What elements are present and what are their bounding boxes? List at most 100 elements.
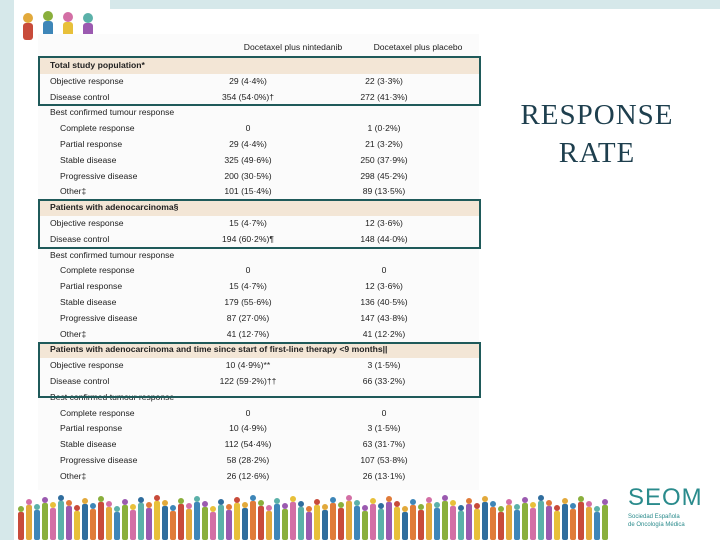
- table-row: Stable disease 179 (55·6%) 136 (40·5%): [38, 295, 479, 311]
- cell-nintedanib: 0: [245, 407, 251, 418]
- table-row: Partial response 15 (4·7%) 12 (3·6%): [38, 279, 479, 295]
- cell-nintedanib: 15 (4·7%): [229, 218, 267, 228]
- row-label: Partial response: [60, 423, 123, 434]
- cell-nintedanib: 41 (12·7%): [226, 328, 270, 339]
- table-row: Disease control 354 (54·0%)† 272 (41·3%): [38, 90, 479, 106]
- table-row: Complete response 0 0: [38, 263, 479, 279]
- row-label: Other‡: [60, 470, 87, 481]
- slide-title: RESPONSE RATE: [492, 96, 702, 172]
- row-label: Stable disease: [60, 154, 117, 165]
- row-label: Disease control: [50, 91, 110, 102]
- cell-placebo: 250 (37·9%): [360, 154, 408, 165]
- cell-placebo: 63 (31·7%): [362, 439, 406, 450]
- row-label: Progressive disease: [60, 455, 138, 465]
- table-row: Best confirmed tumour response: [38, 105, 479, 121]
- cell-nintedanib: 87 (27·0%): [226, 312, 270, 323]
- table-row: Best confirmed tumour response: [38, 248, 479, 264]
- row-label: Patients with adenocarcinoma§: [50, 202, 179, 213]
- cell-placebo: 0: [381, 407, 387, 418]
- section-row: Patients with adenocarcinoma§: [38, 200, 479, 216]
- table-row: Complete response 0 1 (0·2%): [38, 121, 479, 137]
- row-label: Other‡: [60, 328, 87, 339]
- cell-placebo: 148 (44·0%): [360, 233, 408, 244]
- row-label: Disease control: [50, 376, 110, 386]
- top-decor-stripe: [110, 0, 720, 9]
- cell-nintedanib: 10 (4·9%): [229, 423, 267, 434]
- cell-nintedanib: 179 (55·6%): [224, 297, 272, 307]
- cell-placebo: 41 (12·2%): [362, 328, 406, 339]
- table-row: Objective response 29 (4·4%) 22 (3·3%): [38, 74, 479, 90]
- cell-nintedanib: 122 (59·2%)††: [219, 376, 277, 386]
- row-label: Partial response: [60, 281, 123, 292]
- cell-nintedanib: 10 (4·9%)**: [225, 360, 271, 371]
- cell-nintedanib: 29 (4·4%): [229, 75, 267, 86]
- seom-logo: SEOM Sociedad Española de Oncología Médi…: [626, 484, 716, 540]
- cell-nintedanib: 0: [245, 123, 251, 134]
- slide-title-line2: RATE: [558, 137, 636, 169]
- column-header-placebo: Docetaxel plus placebo: [373, 42, 463, 52]
- row-label: Partial response: [60, 139, 123, 149]
- cell-nintedanib: 200 (30·5%): [224, 170, 272, 181]
- row-label: Patients with adenocarcinoma and time si…: [50, 344, 388, 355]
- table-row: Progressive disease 58 (28·2%) 107 (53·8%): [38, 453, 479, 469]
- cell-nintedanib: 58 (28·2%): [226, 455, 270, 465]
- cell-placebo: 66 (33·2%): [362, 376, 406, 386]
- row-label: Objective response: [50, 75, 124, 86]
- highlight-box-adeno-first-line: [38, 342, 481, 398]
- cell-placebo: 22 (3·3%): [365, 75, 403, 86]
- cell-placebo: 107 (53·8%): [360, 455, 408, 465]
- row-label: Complete response: [60, 407, 135, 418]
- cell-placebo: 272 (41·3%): [360, 91, 408, 102]
- row-label: Best confirmed tumour response: [50, 249, 175, 260]
- row-label: Stable disease: [60, 439, 117, 450]
- table-row: Partial response 10 (4·9%) 3 (1·5%): [38, 421, 479, 437]
- section-row: Patients with adenocarcinoma and time si…: [38, 342, 479, 359]
- row-label: Complete response: [60, 265, 135, 276]
- row-label: Complete response: [60, 123, 135, 134]
- cell-nintedanib: 15 (4·7%): [229, 281, 267, 292]
- cell-placebo: 26 (13·1%): [362, 470, 406, 481]
- slide-title-line1: RESPONSE: [520, 99, 674, 131]
- cell-placebo: 0: [381, 265, 387, 276]
- table-row: Other‡ 41 (12·7%) 41 (12·2%): [38, 327, 479, 343]
- seom-logo-word: SEOM: [628, 484, 703, 511]
- table-row: Disease control 122 (59·2%)†† 66 (33·2%): [38, 374, 479, 390]
- section-row: Total study population*: [38, 58, 479, 74]
- table-row: Objective response 15 (4·7%) 12 (3·6%): [38, 216, 479, 232]
- response-table: Docetaxel plus nintedanib Docetaxel plus…: [38, 34, 479, 490]
- cell-placebo: 21 (3·2%): [365, 139, 403, 149]
- table-row: Stable disease 325 (49·6%) 250 (37·9%): [38, 153, 479, 169]
- cell-placebo: 147 (43·8%): [360, 312, 408, 323]
- row-label: Objective response: [50, 360, 124, 371]
- column-header-nintedanib: Docetaxel plus nintedanib: [243, 42, 343, 52]
- people-banner-icon: [18, 495, 608, 540]
- cell-nintedanib: 325 (49·6%): [224, 154, 272, 165]
- row-label: Stable disease: [60, 297, 117, 307]
- table-row: Complete response 0 0: [38, 406, 479, 422]
- table-row: Progressive disease 200 (30·5%) 298 (45·2%…: [38, 169, 479, 185]
- row-label: Disease control: [50, 233, 110, 244]
- cell-placebo: 3 (1·5%): [367, 360, 401, 371]
- row-label: Other‡: [60, 186, 87, 197]
- seom-logo-line1: Sociedad Española: [628, 514, 680, 520]
- highlight-box-total: [38, 56, 481, 106]
- row-label: Progressive disease: [60, 312, 138, 323]
- row-label: Objective response: [50, 218, 124, 228]
- cell-nintedanib: 29 (4·4%): [229, 139, 267, 149]
- table-row: Stable disease 112 (54·4%) 63 (31·7%): [38, 437, 479, 453]
- table-row: Other‡ 101 (15·4%) 89 (13·5%): [38, 184, 479, 200]
- table-row: Progressive disease 87 (27·0%) 147 (43·8%): [38, 311, 479, 327]
- table-header: Docetaxel plus nintedanib Docetaxel plus…: [38, 38, 479, 57]
- cell-placebo: 1 (0·2%): [367, 123, 401, 134]
- table-row: Disease control 194 (60·2%)¶ 148 (44·0%): [38, 232, 479, 248]
- cell-placebo: 12 (3·6%): [365, 218, 403, 228]
- cell-nintedanib: 354 (54·0%)†: [221, 91, 275, 102]
- cell-placebo: 89 (13·5%): [362, 186, 406, 197]
- row-label: Best confirmed tumour response: [50, 107, 175, 118]
- row-label: Total study population*: [50, 60, 145, 70]
- cell-placebo: 136 (40·5%): [360, 297, 408, 307]
- cell-placebo: 12 (3·6%): [365, 281, 403, 292]
- table-row: Partial response 29 (4·4%) 21 (3·2%): [38, 137, 479, 153]
- table-row: Objective response 10 (4·9%)** 3 (1·5%): [38, 358, 479, 374]
- seom-logo-line2: de Oncología Médica: [628, 522, 685, 528]
